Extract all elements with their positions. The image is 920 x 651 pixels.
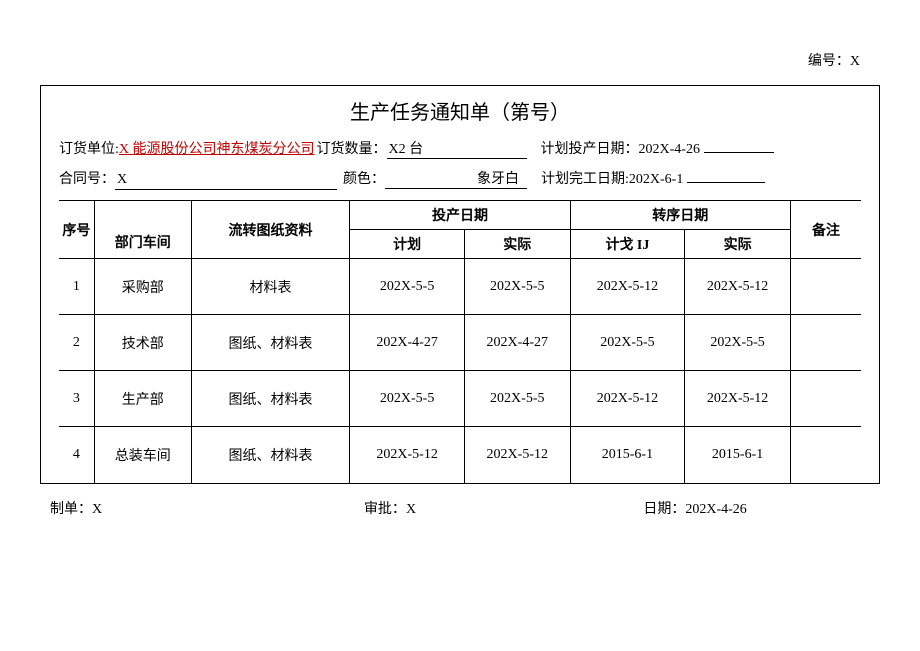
cell-ta: 202X-5-12 bbox=[685, 259, 791, 315]
cell-doc: 图纸、材料表 bbox=[191, 427, 350, 483]
info-row-2: 合同号： X 颜色： 象牙白 计划完工日期: 202X-6-1 bbox=[59, 165, 861, 190]
table-row: 4 总装车间 图纸、材料表 202X-5-12 202X-5-12 2015-6… bbox=[59, 427, 861, 483]
table-row: 1 采购部 材料表 202X-5-5 202X-5-5 202X-5-12 20… bbox=[59, 259, 861, 315]
order-qty-label: 订货数量： bbox=[317, 138, 387, 158]
info-row-1: 订货单位: X 能源股份公司神东煤炭分公司 订货数量： X2 台 计划投产日期：… bbox=[59, 135, 861, 159]
approve-label: 审批： bbox=[364, 502, 406, 517]
cell-tp: 202X-5-5 bbox=[570, 315, 685, 371]
order-unit-item: 订货单位: X 能源股份公司神东煤炭分公司 bbox=[59, 138, 315, 158]
cell-rm bbox=[790, 315, 861, 371]
form-container: 生产任务通知单（第号） 订货单位: X 能源股份公司神东煤炭分公司 订货数量： … bbox=[40, 85, 880, 484]
th-doc: 流转图纸资料 bbox=[191, 201, 350, 259]
cell-doc: 图纸、材料表 bbox=[191, 371, 350, 427]
cell-rm bbox=[790, 259, 861, 315]
plan-start-label: 计划投产日期： bbox=[541, 138, 639, 158]
cell-ta: 202X-5-12 bbox=[685, 371, 791, 427]
cell-ta: 202X-5-5 bbox=[685, 315, 791, 371]
plan-start-blank bbox=[704, 135, 774, 153]
cell-seq: 2 bbox=[59, 315, 94, 371]
approve-value: X bbox=[406, 502, 416, 517]
cell-rm bbox=[790, 427, 861, 483]
cell-sa: 202X-4-27 bbox=[464, 315, 570, 371]
th-trans-actual: 实际 bbox=[685, 230, 791, 259]
table-header: 序号 部门车间 流转图纸资料 投产日期 转序日期 备注 计划 实际 计戈 IJ … bbox=[59, 201, 861, 259]
cell-doc: 材料表 bbox=[191, 259, 350, 315]
footer-date: 日期：202X-4-26 bbox=[503, 498, 870, 518]
color-value: 象牙白 bbox=[385, 168, 527, 189]
cell-rm bbox=[790, 371, 861, 427]
cell-seq: 1 bbox=[59, 259, 94, 315]
cell-seq: 4 bbox=[59, 427, 94, 483]
plan-start-value: 202X-4-26 bbox=[639, 142, 700, 158]
color-item: 颜色： 象牙白 bbox=[343, 168, 527, 189]
contract-item: 合同号： X bbox=[59, 168, 337, 190]
doc-number-label: 编号： bbox=[808, 54, 850, 69]
main-table: 序号 部门车间 流转图纸资料 投产日期 转序日期 备注 计划 实际 计戈 IJ … bbox=[59, 200, 861, 483]
cell-sa: 202X-5-5 bbox=[464, 371, 570, 427]
cell-seq: 3 bbox=[59, 371, 94, 427]
cell-tp: 202X-5-12 bbox=[570, 371, 685, 427]
order-qty-item: 订货数量： X2 台 bbox=[317, 138, 527, 159]
footer-approve: 审批：X bbox=[277, 498, 504, 518]
plan-end-value: 202X-6-1 bbox=[629, 172, 683, 188]
plan-end-label: 计划完工日期: bbox=[541, 168, 629, 188]
doc-number-value: X bbox=[850, 54, 860, 69]
table-row: 2 技术部 图纸、材料表 202X-4-27 202X-4-27 202X-5-… bbox=[59, 315, 861, 371]
th-remark: 备注 bbox=[790, 201, 861, 259]
plan-end-item: 计划完工日期: 202X-6-1 bbox=[541, 165, 765, 188]
cell-doc: 图纸、材料表 bbox=[191, 315, 350, 371]
th-start-group: 投产日期 bbox=[350, 201, 570, 230]
plan-end-blank bbox=[687, 165, 765, 183]
contract-label: 合同号： bbox=[59, 168, 115, 188]
cell-sp: 202X-5-12 bbox=[350, 427, 465, 483]
page-title: 生产任务通知单（第号） bbox=[59, 96, 861, 125]
th-trans-plan: 计戈 IJ bbox=[570, 230, 685, 259]
maker-value: X bbox=[92, 502, 102, 517]
date-label: 日期： bbox=[643, 502, 685, 517]
document-number: 编号：X bbox=[40, 50, 880, 70]
cell-sp: 202X-4-27 bbox=[350, 315, 465, 371]
footer-maker: 制单：X bbox=[50, 498, 277, 518]
cell-sp: 202X-5-5 bbox=[350, 259, 465, 315]
cell-tp: 202X-5-12 bbox=[570, 259, 685, 315]
order-qty-value: X2 台 bbox=[387, 138, 527, 159]
th-start-plan: 计划 bbox=[350, 230, 465, 259]
order-unit-label: 订货单位: bbox=[59, 138, 119, 158]
cell-sa: 202X-5-12 bbox=[464, 427, 570, 483]
table-body: 1 采购部 材料表 202X-5-5 202X-5-5 202X-5-12 20… bbox=[59, 259, 861, 483]
cell-tp: 2015-6-1 bbox=[570, 427, 685, 483]
cell-sa: 202X-5-5 bbox=[464, 259, 570, 315]
footer-row: 制单：X 审批：X 日期：202X-4-26 bbox=[40, 498, 880, 518]
table-row: 3 生产部 图纸、材料表 202X-5-5 202X-5-5 202X-5-12… bbox=[59, 371, 861, 427]
cell-sp: 202X-5-5 bbox=[350, 371, 465, 427]
date-value: 202X-4-26 bbox=[685, 502, 746, 517]
cell-dept: 生产部 bbox=[94, 371, 191, 427]
cell-ta: 2015-6-1 bbox=[685, 427, 791, 483]
cell-dept: 总装车间 bbox=[94, 427, 191, 483]
order-unit-value: X 能源股份公司神东煤炭分公司 bbox=[119, 138, 315, 158]
maker-label: 制单： bbox=[50, 502, 92, 517]
cell-dept: 技术部 bbox=[94, 315, 191, 371]
th-seq: 序号 bbox=[59, 201, 94, 259]
th-trans-group: 转序日期 bbox=[570, 201, 790, 230]
contract-value: X bbox=[115, 172, 337, 190]
cell-dept: 采购部 bbox=[94, 259, 191, 315]
th-dept: 部门车间 bbox=[94, 201, 191, 259]
plan-start-item: 计划投产日期： 202X-4-26 bbox=[541, 135, 774, 158]
color-label: 颜色： bbox=[343, 168, 385, 188]
th-start-actual: 实际 bbox=[464, 230, 570, 259]
